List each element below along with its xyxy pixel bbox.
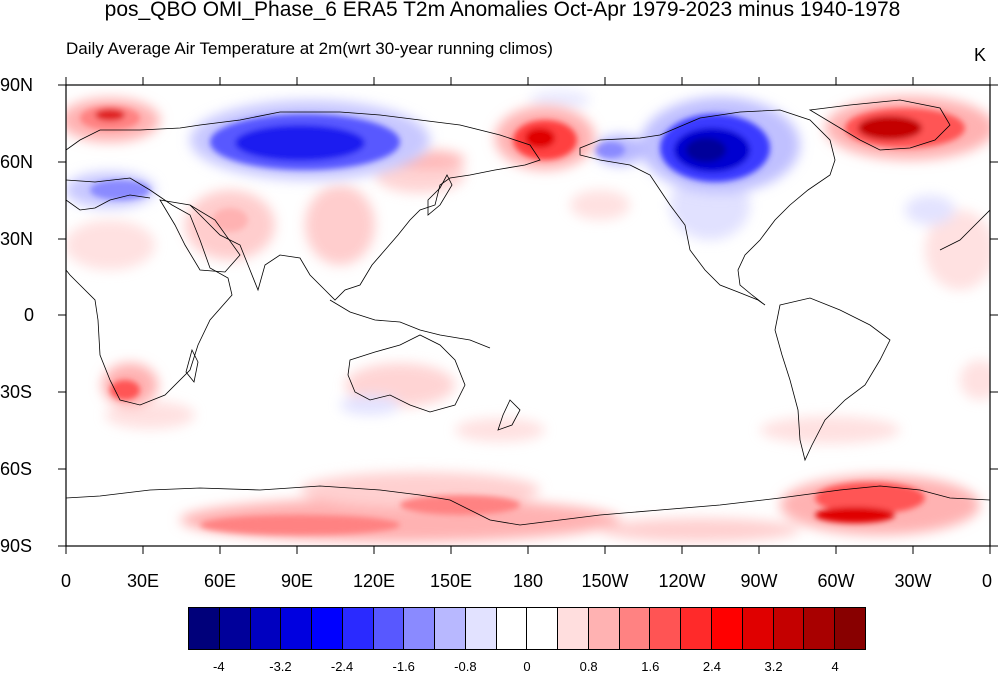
colorbar-box-14 [619,608,651,649]
x-tick-30e: 30E [126,571,160,591]
x-tick-150w: 150W [581,571,629,591]
figure-title: pos_QBO OMI_Phase_6 ERA5 T2m Anomalies O… [104,0,901,21]
colorbar-box-4 [312,608,343,649]
colorbar-box-9 [465,608,497,649]
colorbar-box-18 [742,608,774,649]
colorbar-box-1 [219,608,251,649]
australia-outline [347,334,466,413]
colorbar-box-19 [773,608,805,649]
x-tick-180: 180 [512,571,544,591]
colorbar-label-3: -1.6 [392,659,415,674]
x-tick-120e: 120E [352,571,396,591]
x-tick-90e: 90E [280,571,314,591]
coastlines [66,99,990,526]
africa-outline [66,177,233,406]
x-tick-0-right: 0 [981,571,993,591]
weak-anomalies [66,90,990,444]
new-zealand-outline [497,399,521,431]
colorbar-box-8 [435,608,466,649]
colorbar-box-0 [189,608,220,649]
x-tick-120w: 120W [658,571,706,591]
colorbar-label-2: -2.4 [330,659,354,674]
colorbar-box-21 [835,608,865,649]
colorbar-box-5 [342,608,374,649]
y-tick-90n: 90N [0,75,34,95]
eurasia-outline [66,111,541,301]
colorbar-label-1: -3.2 [269,659,292,674]
indonesia-outline [329,299,491,349]
colorbar-label-4: -0.8 [454,659,477,674]
colorbar-label-10: 4 [831,659,839,674]
colorbar-box-3 [281,608,313,649]
colorbar-label-5: 0 [523,659,531,674]
x-tick-90w: 90W [740,571,778,591]
x-tick-60w: 60W [817,571,855,591]
colorbar-box-2 [250,608,282,649]
colorbar [188,607,866,650]
colorbar-box-11 [527,608,559,649]
colorbar-box-16 [681,608,713,649]
north-america-outline [579,109,836,306]
colorbar-box-6 [373,608,405,649]
y-tick-60n: 60N [0,152,34,172]
y-tick-90s: 90S [0,536,33,556]
europe-outline [66,194,990,251]
colorbar-box-10 [496,608,528,649]
japan-outline [427,174,453,216]
figure-subtitle: Daily Average Air Temperature at 2m(wrt … [66,39,553,58]
colorbar-box-12 [558,608,589,649]
x-tick-60e: 60E [203,571,237,591]
warm-anomalies [66,96,990,542]
colorbar-box-20 [804,608,836,649]
y-tick-30n: 30N [0,229,34,249]
x-tick-0: 0 [60,571,72,591]
madagascar-outline [185,348,199,383]
colorbar-label-0: -4 [213,659,225,674]
colorbar-label-7: 1.6 [641,659,660,674]
colorbar-label-6: 0.8 [579,659,598,674]
colorbar-label-9: 3.2 [764,659,783,674]
colorbar-label-8: 2.4 [702,659,721,674]
colorbar-box-15 [650,608,682,649]
cold-anomalies [66,97,800,208]
arabia-outline [159,199,241,273]
south-america-outline [774,297,891,462]
y-tick-30s: 30S [0,382,33,402]
greenland-outline [808,99,951,151]
x-tick-30w: 30W [894,571,932,591]
colorbar-box-17 [712,608,743,649]
y-tick-eq: 0 [24,305,35,325]
units-label: K [974,45,987,65]
colorbar-box-13 [588,608,620,649]
antarctica-outline [66,485,990,526]
y-tick-60s: 60S [0,459,33,479]
x-tick-150e: 150E [429,571,473,591]
tick-marks [58,77,998,554]
anomaly-field [66,85,990,546]
colorbar-box-7 [404,608,436,649]
